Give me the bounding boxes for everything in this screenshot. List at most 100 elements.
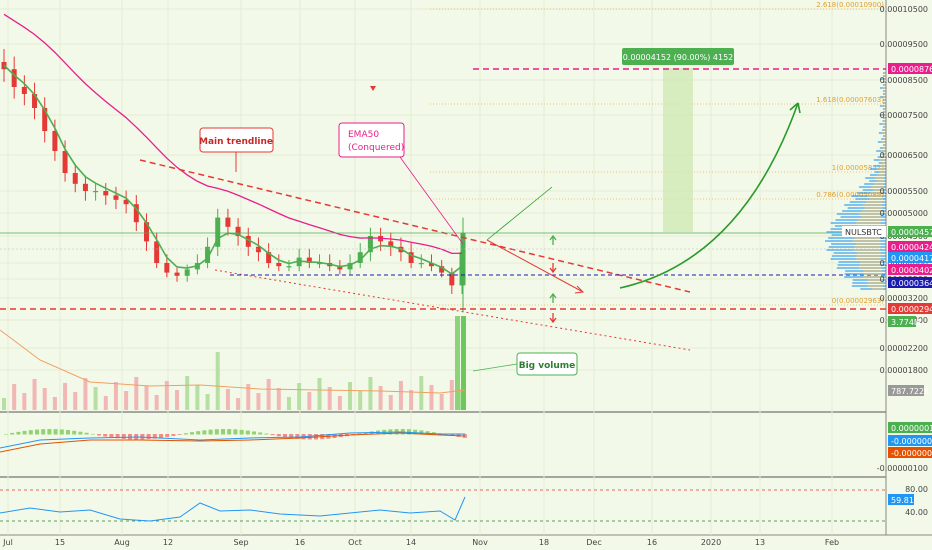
volume-profile-bar <box>883 129 886 131</box>
rsi-axis-label: 40.00 <box>905 508 928 517</box>
candle-body <box>103 191 109 196</box>
target-label-box <box>622 48 734 65</box>
volume-profile-bar <box>877 174 885 176</box>
macd-histogram-bar <box>419 430 424 435</box>
candle-body <box>337 266 343 270</box>
volume-bar <box>327 387 332 410</box>
volume-bar <box>134 377 139 410</box>
volume-bar <box>225 389 230 410</box>
candle-body <box>255 246 261 253</box>
price-tag-box <box>888 385 924 396</box>
candle-body <box>133 204 139 223</box>
volume-profile-bar <box>867 279 883 281</box>
macd-histogram-bar <box>202 430 207 435</box>
time-tick-label: 16 <box>647 538 657 547</box>
price-tick-label: 0.00006500 <box>880 151 928 160</box>
price-tag-label: 787.722K <box>891 387 930 396</box>
candle-body <box>184 269 190 276</box>
volume-bar <box>144 386 149 410</box>
big-volume-bar <box>461 316 466 410</box>
time-tick-label: Sep <box>233 538 248 547</box>
volume-profile-bar <box>884 72 886 74</box>
price-tag-label: 0.00002946 <box>891 305 932 314</box>
price-tag-box <box>888 303 932 314</box>
macd-histogram-bar <box>190 432 194 435</box>
down-projection-arrowhead <box>574 285 585 294</box>
macd-histogram-bar <box>307 434 312 440</box>
volume-bar <box>52 397 57 410</box>
time-tick-label: 15 <box>55 538 65 547</box>
macd-histogram-bar <box>84 432 89 435</box>
price-tag-box <box>888 277 932 288</box>
candle-body <box>123 199 129 205</box>
volume-bar <box>42 388 47 410</box>
rsi-layer <box>0 489 886 522</box>
main-trendline <box>139 159 691 293</box>
price-tag-box <box>888 264 932 275</box>
volume-profile-bar <box>882 78 886 80</box>
volume-profile-bar <box>869 198 883 200</box>
volume-profile-bar <box>884 117 886 119</box>
macd-histogram-bar <box>152 434 157 439</box>
volume-profile-bar <box>884 111 886 113</box>
price-tick-label: 0.00007500 <box>880 111 928 120</box>
macd-histogram-bar <box>227 429 232 435</box>
time-tick-label: 14 <box>406 538 416 547</box>
macd-axis-label: -0.00000100 <box>877 464 928 473</box>
time-tick-label: Feb <box>825 538 839 547</box>
volume-profile-bar <box>852 240 880 242</box>
price-tag-label: -0.00000093 <box>891 449 932 458</box>
candle-body <box>42 108 48 131</box>
volume-profile-bar <box>882 96 886 98</box>
macd-histogram-bar <box>165 434 170 437</box>
volume-bar <box>297 383 302 410</box>
price-tag-label: -0.00000076 <box>891 437 932 446</box>
macd-histogram-bar <box>283 434 287 438</box>
price-tag-label: 0.00000016 <box>891 424 932 433</box>
candle-body <box>205 246 211 263</box>
time-tick-label: 18 <box>539 538 549 547</box>
volume-profile-bar <box>879 171 885 173</box>
price-tick-label: 0.00005000 <box>880 209 928 218</box>
candle-body <box>93 191 99 193</box>
volume-profile-bar <box>882 105 886 107</box>
volume-bar <box>368 377 373 410</box>
price-tick-label: 0.00001800 <box>880 366 928 375</box>
volume-profile-bar <box>861 210 882 212</box>
volume-bar <box>63 383 68 410</box>
macd-histogram-bar <box>450 434 455 436</box>
macd-layer <box>0 429 467 453</box>
volume-bar <box>439 394 444 410</box>
volume-profile-bar <box>884 108 886 110</box>
big-volume-pointer <box>472 363 518 372</box>
candle-body <box>347 263 353 270</box>
candle-body <box>428 263 434 267</box>
volume-profile-bar <box>859 264 882 266</box>
price-tick-label: 0.00003200 <box>880 294 928 303</box>
volume-bar <box>449 380 454 410</box>
macd-histogram-bar <box>47 429 52 435</box>
ema50-pointer <box>399 156 464 245</box>
price-tick-label: 0.00005500 <box>880 187 928 196</box>
price-tag-box <box>888 494 914 505</box>
candle-body <box>357 252 363 263</box>
volume-bar <box>256 393 261 410</box>
macd-histogram-bar <box>208 429 213 435</box>
macd-histogram-bar <box>295 434 300 439</box>
breakout-candle-body <box>460 232 466 286</box>
candle-body <box>408 252 414 263</box>
macd-histogram-bar <box>245 430 250 435</box>
time-tick-label: 16 <box>295 538 305 547</box>
volume-profile-bar <box>858 219 881 221</box>
volume-bar <box>12 384 17 410</box>
macd-histogram-bar <box>264 433 269 435</box>
volume-profile-bar <box>882 87 886 89</box>
rsi-axis-label: 80.00 <box>905 485 928 494</box>
macd-line <box>0 431 465 449</box>
volume-bar <box>205 394 210 410</box>
projection-curve <box>619 102 799 289</box>
volume-profile-bar <box>871 288 884 290</box>
macd-histogram-bar <box>72 430 77 435</box>
